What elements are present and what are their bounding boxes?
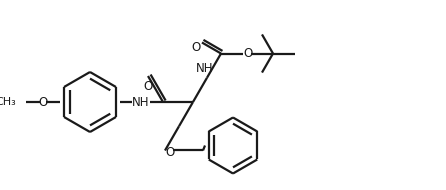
Text: O: O bbox=[38, 96, 48, 108]
Text: CH₃: CH₃ bbox=[0, 97, 16, 107]
Text: O: O bbox=[191, 41, 201, 54]
Text: O: O bbox=[143, 80, 153, 93]
Text: NH: NH bbox=[196, 62, 214, 75]
Text: O: O bbox=[244, 47, 252, 60]
Text: O: O bbox=[165, 146, 175, 159]
Text: NH: NH bbox=[132, 96, 150, 108]
